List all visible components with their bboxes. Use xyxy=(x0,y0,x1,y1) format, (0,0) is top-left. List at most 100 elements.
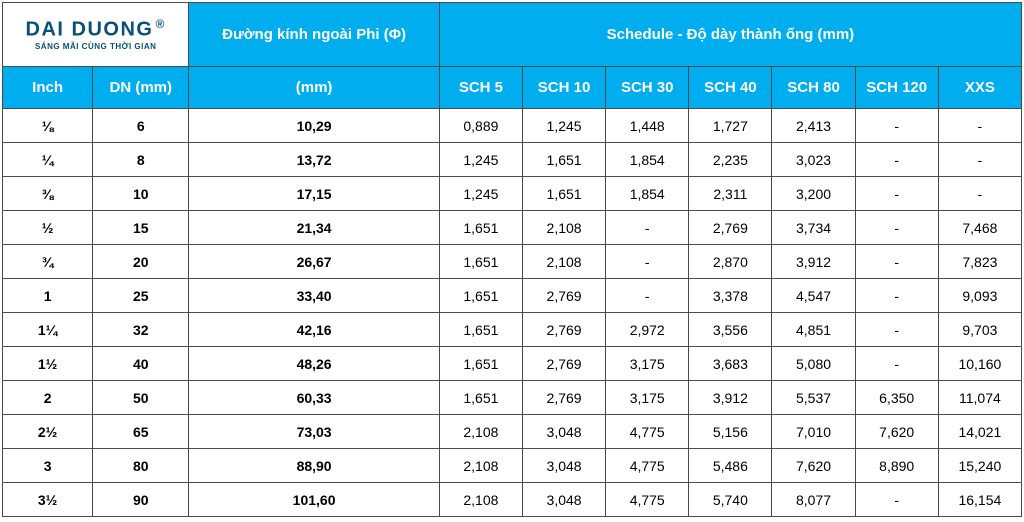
cell-sch: 8,890 xyxy=(855,449,938,483)
table-row: 2½6573,032,1083,0484,7755,1567,0107,6201… xyxy=(3,415,1022,449)
cell-sch: 2,769 xyxy=(522,313,605,347)
cell-inch: ⅛ xyxy=(3,109,93,143)
cell-sch: 5,740 xyxy=(689,483,772,517)
cell-sch: 5,486 xyxy=(689,449,772,483)
cell-sch: 2,108 xyxy=(522,245,605,279)
cell-sch: 2,769 xyxy=(522,381,605,415)
cell-sch: 9,093 xyxy=(938,279,1021,313)
cell-inch: ½ xyxy=(3,211,93,245)
cell-sch: 3,175 xyxy=(606,381,689,415)
cell-sch: - xyxy=(606,279,689,313)
cell-sch: 3,048 xyxy=(522,449,605,483)
cell-sch: 3,378 xyxy=(689,279,772,313)
cell-inch: 1½ xyxy=(3,347,93,381)
cell-sch: 2,769 xyxy=(689,211,772,245)
cell-sch: 2,972 xyxy=(606,313,689,347)
header-sch-40: SCH 40 xyxy=(689,67,772,109)
cell-sch: 3,200 xyxy=(772,177,855,211)
cell-od: 42,16 xyxy=(189,313,439,347)
cell-sch: 3,912 xyxy=(772,245,855,279)
cell-sch: 3,048 xyxy=(522,483,605,517)
cell-sch: - xyxy=(606,245,689,279)
cell-sch: - xyxy=(606,211,689,245)
cell-sch: 2,108 xyxy=(439,449,522,483)
cell-dn: 65 xyxy=(93,415,189,449)
table-row: 3½90101,602,1083,0484,7755,7408,077-16,1… xyxy=(3,483,1022,517)
cell-sch: 16,154 xyxy=(938,483,1021,517)
cell-od: 101,60 xyxy=(189,483,439,517)
cell-sch: 4,775 xyxy=(606,449,689,483)
cell-dn: 40 xyxy=(93,347,189,381)
cell-sch: 3,048 xyxy=(522,415,605,449)
cell-inch: 3½ xyxy=(3,483,93,517)
cell-sch: - xyxy=(938,177,1021,211)
cell-sch: 4,775 xyxy=(606,415,689,449)
cell-sch: 1,448 xyxy=(606,109,689,143)
cell-sch: 7,620 xyxy=(772,449,855,483)
cell-sch: - xyxy=(855,211,938,245)
brand-name: DAI DUONG® xyxy=(3,18,188,40)
cell-sch: 4,851 xyxy=(772,313,855,347)
cell-sch: 2,108 xyxy=(522,211,605,245)
header-dn: DN (mm) xyxy=(93,67,189,109)
cell-od: 60,33 xyxy=(189,381,439,415)
cell-inch: ⅜ xyxy=(3,177,93,211)
cell-sch: 4,775 xyxy=(606,483,689,517)
cell-sch: 1,651 xyxy=(439,211,522,245)
cell-sch: - xyxy=(938,109,1021,143)
cell-sch: 7,468 xyxy=(938,211,1021,245)
table-row: 12533,401,6512,769-3,3784,547-9,093 xyxy=(3,279,1022,313)
header-od-group: Đường kính ngoài Phi (Φ) xyxy=(189,3,439,67)
cell-sch: 2,235 xyxy=(689,143,772,177)
cell-sch: 5,156 xyxy=(689,415,772,449)
header-sch-120: SCH 120 xyxy=(855,67,938,109)
cell-dn: 10 xyxy=(93,177,189,211)
header-sch-5: SCH 5 xyxy=(439,67,522,109)
cell-sch: 3,734 xyxy=(772,211,855,245)
brand-reg: ® xyxy=(155,17,165,31)
cell-sch: 8,077 xyxy=(772,483,855,517)
table-row: ¾2026,671,6512,108-2,8703,912-7,823 xyxy=(3,245,1022,279)
table-row: ⅜1017,151,2451,6511,8542,3113,200-- xyxy=(3,177,1022,211)
cell-sch: 1,651 xyxy=(439,381,522,415)
cell-od: 33,40 xyxy=(189,279,439,313)
cell-sch: 14,021 xyxy=(938,415,1021,449)
cell-sch: 1,245 xyxy=(439,177,522,211)
cell-sch: 1,245 xyxy=(439,143,522,177)
cell-sch: 3,912 xyxy=(689,381,772,415)
cell-sch: - xyxy=(855,109,938,143)
cell-sch: 2,769 xyxy=(522,347,605,381)
cell-sch: 1,727 xyxy=(689,109,772,143)
brand-tagline: SÁNG MÃI CÙNG THỜI GIAN xyxy=(3,42,188,51)
table-body: ⅛610,290,8891,2451,4481,7272,413--¼813,7… xyxy=(3,109,1022,517)
cell-od: 21,34 xyxy=(189,211,439,245)
cell-inch: ¾ xyxy=(3,245,93,279)
table-row: ½1521,341,6512,108-2,7693,734-7,468 xyxy=(3,211,1022,245)
cell-sch: 2,413 xyxy=(772,109,855,143)
cell-sch: 1,651 xyxy=(439,279,522,313)
header-xxs: XXS xyxy=(938,67,1021,109)
header-schedule-group: Schedule - Độ dày thành ống (mm) xyxy=(439,3,1021,67)
cell-dn: 50 xyxy=(93,381,189,415)
cell-sch: - xyxy=(855,177,938,211)
cell-sch: - xyxy=(855,483,938,517)
table-row: ⅛610,290,8891,2451,4481,7272,413-- xyxy=(3,109,1022,143)
cell-sch: 3,175 xyxy=(606,347,689,381)
table-row: 25060,331,6512,7693,1753,9125,5376,35011… xyxy=(3,381,1022,415)
cell-sch: 2,311 xyxy=(689,177,772,211)
cell-sch: 5,537 xyxy=(772,381,855,415)
cell-inch: 2½ xyxy=(3,415,93,449)
cell-sch: 3,023 xyxy=(772,143,855,177)
cell-od: 13,72 xyxy=(189,143,439,177)
cell-inch: 1¼ xyxy=(3,313,93,347)
table-row: 1½4048,261,6512,7693,1753,6835,080-10,16… xyxy=(3,347,1022,381)
cell-sch: 1,651 xyxy=(439,313,522,347)
cell-sch: 3,556 xyxy=(689,313,772,347)
cell-sch: - xyxy=(855,279,938,313)
cell-sch: 4,547 xyxy=(772,279,855,313)
table-row: 38088,902,1083,0484,7755,4867,6208,89015… xyxy=(3,449,1022,483)
cell-sch: 10,160 xyxy=(938,347,1021,381)
cell-sch: 1,651 xyxy=(522,177,605,211)
cell-dn: 20 xyxy=(93,245,189,279)
cell-sch: 1,651 xyxy=(439,347,522,381)
